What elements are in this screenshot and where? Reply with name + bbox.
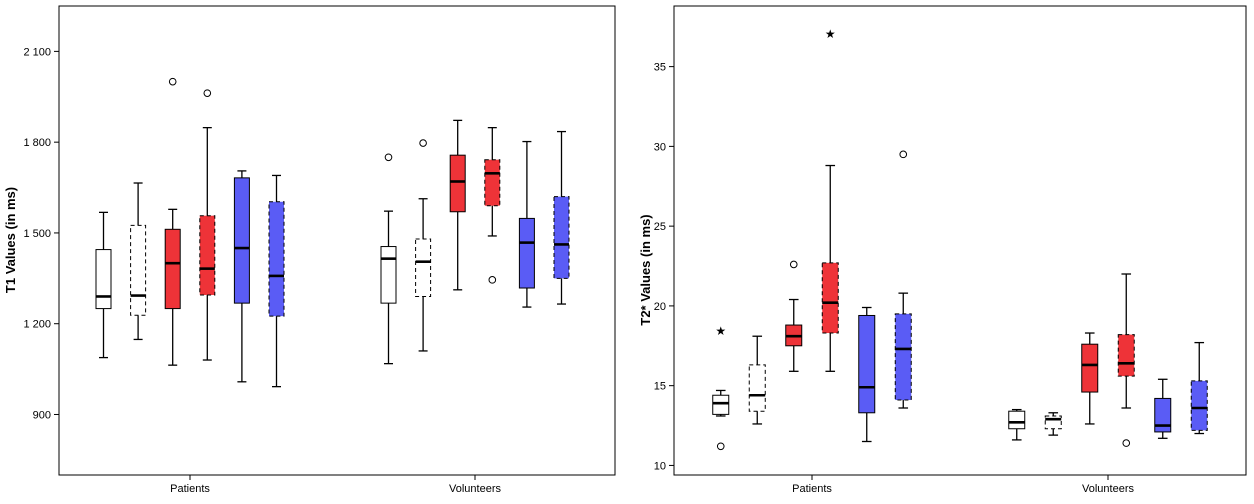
t2star-boxes: ★★ xyxy=(712,27,1208,451)
t2star-y-tick-label: 30 xyxy=(654,141,666,153)
t2star-box-volunteers-s4-iqr xyxy=(1117,334,1135,377)
t1-box-volunteers-s2 xyxy=(415,139,432,352)
t2star-box-volunteers-s2 xyxy=(1044,412,1062,436)
t1-box-volunteers-s3 xyxy=(449,119,466,291)
t1-box-patients-s1 xyxy=(95,211,112,359)
t1-box-patients-s3 xyxy=(164,77,181,366)
t1-box-volunteers-s2-iqr xyxy=(415,238,432,297)
t1-box-volunteers-s2-outlier xyxy=(419,139,427,147)
t2star-box-volunteers-s5 xyxy=(1154,378,1172,439)
t1-box-patients-s5 xyxy=(233,170,250,383)
t2star-x-tick-label-patients: Patients xyxy=(792,483,832,495)
t1-box-patients-s2 xyxy=(130,182,147,341)
t1-y-tick-label: 1 200 xyxy=(23,319,51,331)
t2star-y-tick-label: 35 xyxy=(654,62,666,74)
t2star-y-tick-label: 20 xyxy=(654,301,666,313)
t1-box-patients-s6-iqr xyxy=(268,201,285,317)
t1-box-volunteers-s5-iqr xyxy=(518,217,535,289)
t1-box-volunteers-s4-outlier xyxy=(488,276,497,284)
t2star-boxplot-panel: T2* Values (in ms) 10 15 20 25 30 35 Patients… xyxy=(638,5,1247,495)
t2star-box-patients-s1: ★ xyxy=(712,324,730,451)
t1-y-tick-label: 900 xyxy=(33,409,51,421)
t1-y-ticks: 900 1 200 1 500 1 800 2 100 xyxy=(23,46,59,421)
t1-x-tick-label-patients: Patients xyxy=(170,483,210,495)
t2star-box-volunteers-s6-iqr xyxy=(1190,380,1208,431)
t1-box-volunteers-s4 xyxy=(484,126,501,284)
t2star-box-volunteers-s3-iqr xyxy=(1081,343,1099,393)
t2star-box-volunteers-s1 xyxy=(1008,408,1026,441)
t1-boxes xyxy=(95,77,570,388)
t2star-box-patients-s1-extreme: ★ xyxy=(715,324,726,338)
t1-box-patients-s3-outlier xyxy=(168,77,177,86)
t1-y-axis-label: T1 Values (in ms) xyxy=(3,187,18,293)
t1-x-ticks: Patients Volunteers xyxy=(170,475,501,495)
t1-x-tick-label-volunteers: Volunteers xyxy=(449,483,501,495)
t1-box-patients-s4-outlier xyxy=(203,89,212,97)
t2star-y-tick-label: 15 xyxy=(654,381,666,393)
t2star-box-patients-s4-extreme: ★ xyxy=(825,27,836,41)
t1-y-tick-label: 1 500 xyxy=(23,228,51,240)
t1-box-patients-s5-iqr xyxy=(233,177,250,304)
t2star-box-patients-s6-iqr xyxy=(894,313,912,401)
t1-box-volunteers-s5 xyxy=(518,140,535,308)
t2star-box-volunteers-s4 xyxy=(1117,273,1135,447)
t1-box-patients-s6 xyxy=(268,174,285,388)
t2star-x-ticks: Patients Volunteers xyxy=(792,475,1134,495)
t1-box-volunteers-s1 xyxy=(380,153,397,365)
t2star-box-volunteers-s5-iqr xyxy=(1154,397,1172,433)
t1-box-volunteers-s4-iqr xyxy=(484,159,501,207)
t1-box-volunteers-s3-iqr xyxy=(449,154,466,213)
t2star-box-patients-s5 xyxy=(858,306,876,443)
t2star-plot-frame xyxy=(673,5,1247,476)
t2star-box-patients-s6-outlier xyxy=(899,150,908,159)
t1-box-volunteers-s1-iqr xyxy=(380,246,397,304)
t2star-y-axis-label: T2* Values (in ms) xyxy=(638,214,653,325)
t2star-box-patients-s4-iqr xyxy=(821,262,839,334)
t2star-box-patients-s6 xyxy=(894,150,912,409)
t2star-y-ticks: 10 15 20 25 30 35 xyxy=(654,62,674,472)
t1-box-volunteers-s6-iqr xyxy=(553,196,570,279)
t1-box-volunteers-s6 xyxy=(553,130,570,305)
t2star-box-volunteers-s3 xyxy=(1081,332,1099,425)
t2star-box-patients-s5-iqr xyxy=(858,314,876,414)
t2star-box-patients-s1-iqr xyxy=(712,394,730,415)
t2star-box-volunteers-s4-outlier xyxy=(1122,439,1131,447)
t1-plot-frame xyxy=(58,5,616,476)
t1-box-patients-s2-iqr xyxy=(130,224,147,316)
t2star-x-tick-label-volunteers: Volunteers xyxy=(1082,483,1134,495)
t1-y-tick-label: 1 800 xyxy=(23,137,51,149)
t2star-box-patients-s4: ★ xyxy=(821,27,839,372)
t1-box-patients-s4-iqr xyxy=(199,215,216,296)
t2star-box-volunteers-s1-iqr xyxy=(1008,410,1026,430)
t2star-box-patients-s2-iqr xyxy=(748,364,766,412)
t1-box-patients-s3-iqr xyxy=(164,228,181,310)
t2star-y-tick-label: 10 xyxy=(654,460,666,472)
t1-box-patients-s4 xyxy=(199,89,216,361)
t2star-box-patients-s3 xyxy=(785,260,803,372)
t1-y-tick-label: 2 100 xyxy=(23,46,51,58)
t2star-box-patients-s2 xyxy=(748,335,766,425)
t2star-box-patients-s1-outlier xyxy=(716,442,725,451)
t2star-box-patients-s3-outlier xyxy=(789,260,798,269)
t1-box-patients-s1-iqr xyxy=(95,249,112,310)
t1-box-volunteers-s1-outlier xyxy=(384,153,393,162)
t1-boxplot-panel: T1 Values (in ms) 900 1 200 1 500 1 800 2 10… xyxy=(3,5,616,495)
t2star-box-volunteers-s6 xyxy=(1190,341,1208,435)
t2star-y-tick-label: 25 xyxy=(654,221,666,233)
